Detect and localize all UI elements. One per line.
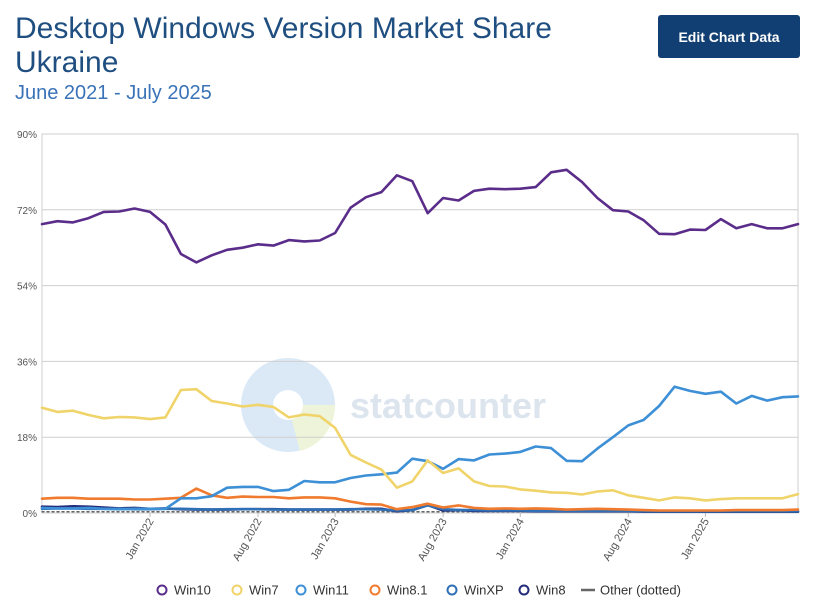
series-line-win10[interactable] (40, 168, 800, 264)
legend-label: Win8.1 (387, 583, 427, 598)
y-tick-label: 54% (17, 282, 37, 293)
legend-marker-icon (446, 584, 458, 596)
legend-marker-icon (518, 584, 530, 596)
series-line-win8-1[interactable] (40, 487, 800, 512)
y-axis-labels: 0% 18% 36% 54% 72% 90% (17, 130, 37, 520)
x-tick-label: Jan 2024 (494, 517, 527, 562)
legend-item[interactable]: Other (dotted) (581, 583, 681, 598)
series-line-win7[interactable] (40, 387, 800, 502)
legend-label: Win8 (536, 583, 566, 598)
legend-label: WinXP (464, 583, 504, 598)
edit-chart-data-button[interactable]: Edit Chart Data (658, 15, 800, 58)
legend-item[interactable]: Win8.1 (369, 583, 428, 598)
legend-marker-icon (231, 584, 243, 596)
series-lines (40, 168, 800, 513)
legend-label: Win7 (249, 583, 279, 598)
y-tick-label: 18% (17, 433, 37, 444)
y-tick-label: 36% (17, 357, 37, 368)
legend-label: Other (dotted) (600, 583, 681, 598)
y-tick-label: 90% (17, 130, 37, 141)
legend-item[interactable]: Win11 (295, 583, 349, 598)
date-range-subtitle: June 2021 - July 2025 (15, 82, 212, 104)
x-tick-label: Jan 2025 (679, 517, 712, 562)
legend: Win10 Win7 Win11 Win8.1 WinXP Win8 Other (dott… (156, 583, 681, 598)
legend-marker-icon (295, 584, 307, 596)
legend-item[interactable]: Win7 (231, 583, 279, 598)
x-axis-labels: Jan 2022 Aug 2022 Jan 2023 Aug 2023 Jan 2024… (124, 513, 712, 563)
legend-marker-icon (156, 584, 168, 596)
x-tick-label: Jan 2023 (309, 517, 342, 562)
page-title: Desktop Windows Version Market Share Ukr… (15, 12, 615, 80)
legend-item[interactable]: Win8 (518, 583, 566, 598)
x-tick-label: Jan 2022 (124, 517, 157, 562)
x-tick-label: Aug 2024 (601, 517, 635, 564)
x-tick-label: Aug 2023 (416, 517, 450, 564)
grid (41, 133, 799, 514)
title-line-2: Ukraine (15, 46, 119, 79)
legend-label: Win10 (174, 583, 211, 598)
watermark: statcounter (241, 358, 546, 452)
plot-border (41, 133, 799, 514)
line-chart: statcounter 0% 18% 36% 54% 72% 90% Jan 2022 Au… (17, 130, 800, 598)
series-line-win11[interactable] (40, 385, 800, 511)
x-tick-label: Aug 2022 (231, 517, 265, 564)
legend-marker-icon (369, 584, 381, 596)
legend-item[interactable]: Win10 (156, 583, 211, 598)
legend-label: Win11 (313, 583, 349, 598)
legend-item[interactable]: WinXP (446, 583, 504, 598)
title-line-1: Desktop Windows Version Market Share (15, 12, 552, 45)
y-tick-label: 72% (17, 206, 37, 217)
watermark-text: statcounter (350, 385, 546, 426)
y-tick-label: 0% (23, 509, 38, 520)
